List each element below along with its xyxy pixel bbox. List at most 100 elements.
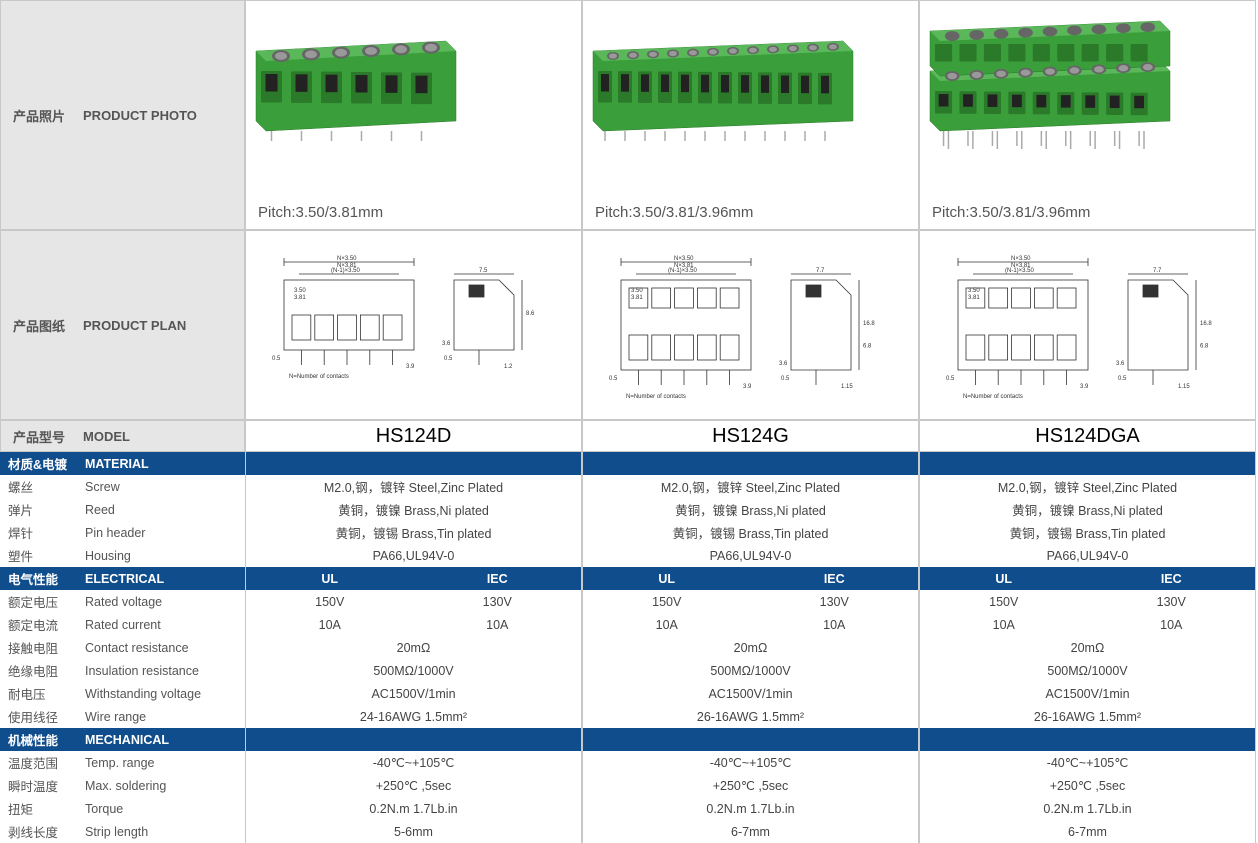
- spec-data-cell: AC1500V/1min: [920, 682, 1255, 705]
- spec-data-col-1: M2.0,钢，镀锌 Steel,Zinc Plated黄铜，镀镍 Brass,N…: [582, 452, 919, 843]
- spec-label-col: 材质&电镀MATERIAL螺丝Screw弹片Reed焊针Pin header塑件…: [0, 452, 245, 843]
- spec-data-cell: 6-7mm: [583, 820, 918, 843]
- spec-data-cell: 10A10A: [246, 613, 581, 636]
- spec-val-iec: 130V: [1088, 595, 1256, 609]
- spec-en: Wire range: [85, 710, 245, 724]
- svg-text:6.8: 6.8: [863, 344, 872, 350]
- spec-data-cell: -40℃~+105℃: [920, 751, 1255, 774]
- model-0: HS124D: [245, 420, 582, 452]
- spec-val-iec: 130V: [414, 595, 582, 609]
- spec-cn: 螺丝: [0, 477, 85, 496]
- svg-text:7.7: 7.7: [1153, 268, 1162, 274]
- spec-en: Max. soldering: [85, 779, 245, 793]
- spec-data-cell: 26-16AWG 1.5mm²: [920, 705, 1255, 728]
- spec-data-cell: 10A10A: [920, 613, 1255, 636]
- spec-cn: 温度范围: [0, 753, 85, 772]
- svg-text:7.7: 7.7: [816, 268, 825, 274]
- model-2: HS124DGA: [919, 420, 1256, 452]
- svg-text:3.6: 3.6: [1116, 361, 1125, 367]
- spec-label-row: 扭矩Torque: [0, 797, 245, 820]
- spec-data-cell: ULIEC: [583, 567, 918, 590]
- svg-text:1.2: 1.2: [504, 364, 513, 370]
- svg-text:3.50: 3.50: [968, 288, 980, 294]
- spec-data-cell: 500MΩ/1000V: [583, 659, 918, 682]
- spec-en: Housing: [85, 549, 245, 563]
- spec-data-cell: 150V130V: [246, 590, 581, 613]
- spec-label-row: 瞬时温度Max. soldering: [0, 774, 245, 797]
- spec-en: ELECTRICAL: [85, 572, 245, 586]
- top-grid: 产品照片 PRODUCT PHOTO Pitch:3.50/3.81mm Pit…: [0, 0, 1258, 420]
- spec-cn: 接触电阻: [0, 638, 85, 657]
- spec-en: Temp. range: [85, 756, 245, 770]
- spec-cn: 耐电压: [0, 684, 85, 703]
- ul-header: UL: [920, 572, 1088, 586]
- svg-text:3.81: 3.81: [294, 295, 306, 301]
- svg-text:16.8: 16.8: [1200, 321, 1212, 327]
- svg-text:(N-1)×3.50: (N-1)×3.50: [668, 268, 698, 274]
- connector-image-2: [920, 16, 1180, 156]
- photo-cell-0: Pitch:3.50/3.81mm: [245, 0, 582, 230]
- spec-data-cell: +250℃ ,5sec: [246, 774, 581, 797]
- spec-label-row: 耐电压Withstanding voltage: [0, 682, 245, 705]
- spec-data-cell: PA66,UL94V-0: [920, 544, 1255, 567]
- spec-data-col-2: M2.0,钢，镀锌 Steel,Zinc Plated黄铜，镀镍 Brass,N…: [919, 452, 1256, 843]
- spec-data-cell: M2.0,钢，镀锌 Steel,Zinc Plated: [246, 475, 581, 498]
- spec-en: Contact resistance: [85, 641, 245, 655]
- spec-data-cell: -40℃~+105℃: [583, 751, 918, 774]
- spec-data-cell: [583, 452, 918, 475]
- spec-data-cell: 黄铜，镀镍 Brass,Ni plated: [583, 498, 918, 521]
- spec-label-row: 螺丝Screw: [0, 475, 245, 498]
- svg-text:3.9: 3.9: [406, 364, 415, 370]
- ul-header: UL: [246, 572, 414, 586]
- plan-label-cn: 产品图纸: [13, 316, 65, 335]
- plan-label-cell: 产品图纸 PRODUCT PLAN: [0, 230, 245, 420]
- spec-cn: 材质&电镀: [0, 454, 85, 473]
- spec-val-ul: 10A: [246, 618, 414, 632]
- photo-cell-1: Pitch:3.50/3.81/3.96mm: [582, 0, 919, 230]
- plan-cell-0: N×3.50N×3.81(N-1)×3.503.503.81N=Number o…: [245, 230, 582, 420]
- ul-header: UL: [583, 572, 751, 586]
- spec-val-ul: 10A: [920, 618, 1088, 632]
- spec-data-cell: 20mΩ: [583, 636, 918, 659]
- photo-label-cell: 产品照片 PRODUCT PHOTO: [0, 0, 245, 230]
- photo-cell-2: Pitch:3.50/3.81/3.96mm: [919, 0, 1256, 230]
- spec-data-cell: [583, 728, 918, 751]
- spec-en: Screw: [85, 480, 245, 494]
- svg-text:3.6: 3.6: [779, 361, 788, 367]
- svg-text:0.5: 0.5: [272, 356, 281, 362]
- model-label-en: MODEL: [83, 429, 130, 444]
- svg-text:N×3.50: N×3.50: [1011, 256, 1031, 262]
- svg-text:1.15: 1.15: [1178, 384, 1190, 390]
- spec-label-row: 焊针Pin header: [0, 521, 245, 544]
- spec-val-ul: 150V: [920, 595, 1088, 609]
- spec-cn: 额定电压: [0, 592, 85, 611]
- spec-cn: 焊针: [0, 523, 85, 542]
- spec-data-cell: AC1500V/1min: [246, 682, 581, 705]
- spec-data-cell: 10A10A: [583, 613, 918, 636]
- spec-val-iec: 10A: [414, 618, 582, 632]
- spec-en: Pin header: [85, 526, 245, 540]
- svg-text:N=Number of contacts: N=Number of contacts: [626, 394, 686, 400]
- svg-text:0.5: 0.5: [781, 376, 790, 382]
- spec-data-cell: [920, 728, 1255, 751]
- spec-en: Withstanding voltage: [85, 687, 245, 701]
- spec-data-cell: 黄铜，镀锡 Brass,Tin plated: [583, 521, 918, 544]
- plan-label-en: PRODUCT PLAN: [83, 318, 186, 333]
- svg-text:N=Number of contacts: N=Number of contacts: [963, 394, 1023, 400]
- spec-data-cell: +250℃ ,5sec: [920, 774, 1255, 797]
- spec-label-row: 额定电压Rated voltage: [0, 590, 245, 613]
- svg-text:0.5: 0.5: [1118, 376, 1127, 382]
- svg-text:3.81: 3.81: [631, 295, 643, 301]
- spec-cn: 扭矩: [0, 799, 85, 818]
- spec-data-cell: ULIEC: [246, 567, 581, 590]
- spec-en: Rated voltage: [85, 595, 245, 609]
- iec-header: IEC: [751, 572, 919, 586]
- spec-data-cell: 20mΩ: [920, 636, 1255, 659]
- svg-text:N×3.50: N×3.50: [674, 256, 694, 262]
- model-label-cell: 产品型号 MODEL: [0, 420, 245, 452]
- spec-label-row: 使用线径Wire range: [0, 705, 245, 728]
- spec-label-row: 剥线长度Strip length: [0, 820, 245, 843]
- spec-data-cell: [246, 452, 581, 475]
- spec-label-row: 接触电阻Contact resistance: [0, 636, 245, 659]
- spec-data-cell: 20mΩ: [246, 636, 581, 659]
